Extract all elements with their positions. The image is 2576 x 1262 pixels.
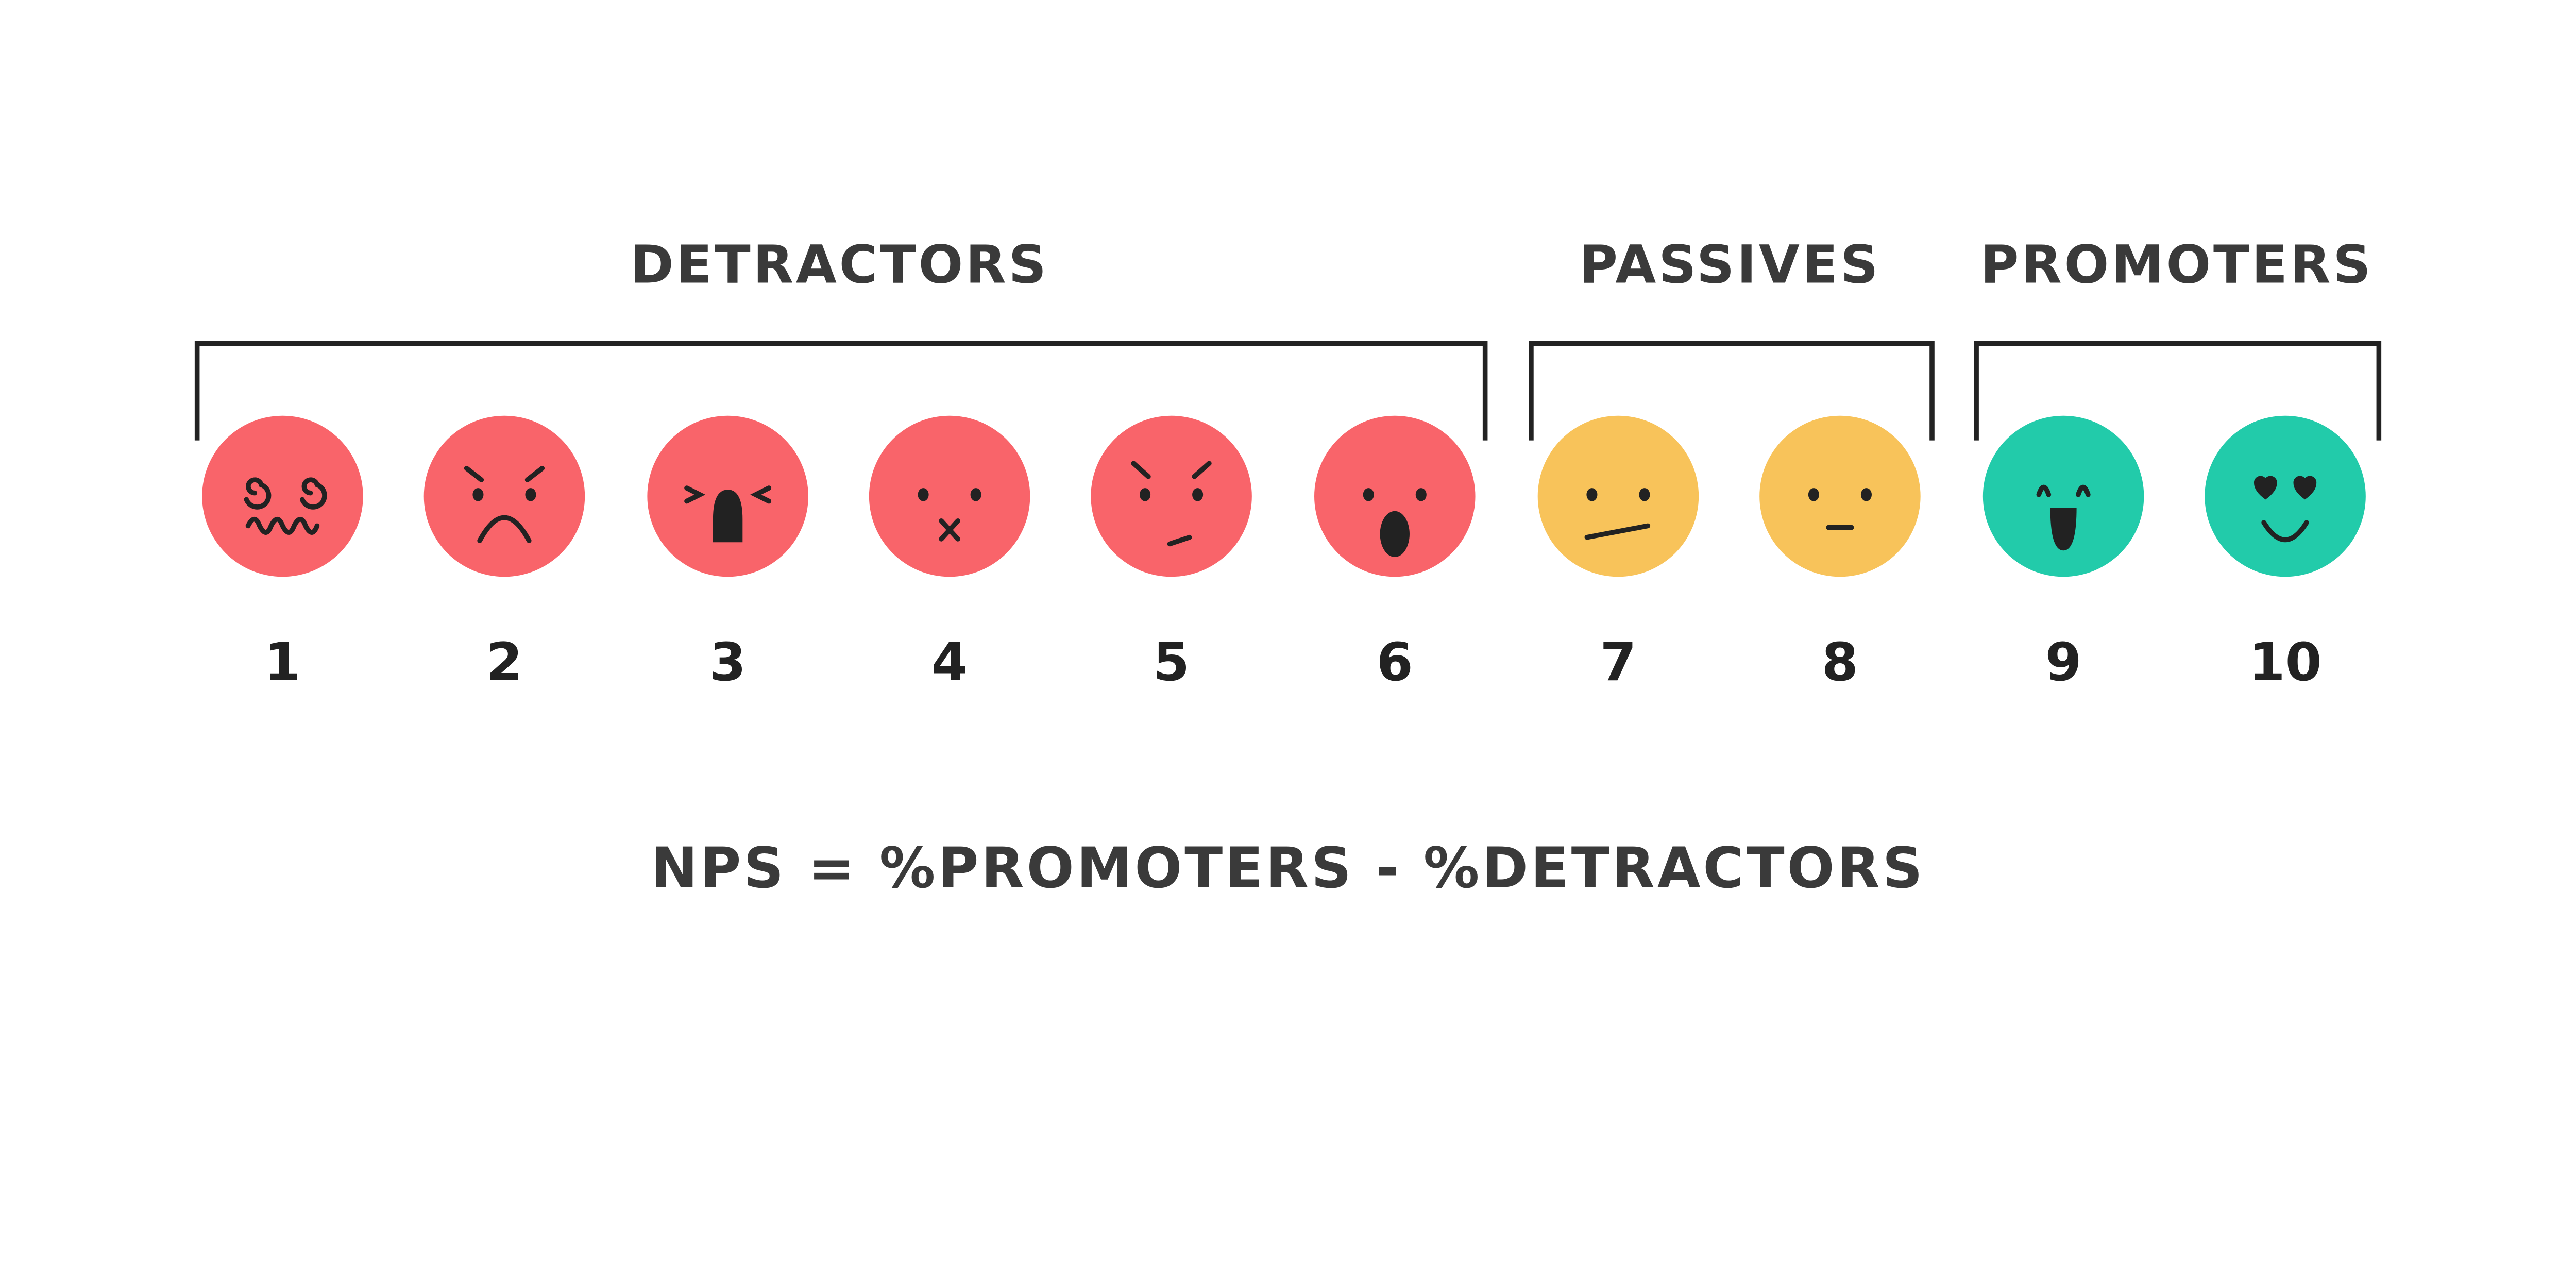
nps-diagram: DETRACTORS PASSIVES PROMOTERS xyxy=(194,234,2382,901)
score-5: 5 xyxy=(1153,632,1190,693)
heart-eyes-face-icon xyxy=(2205,415,2366,577)
score-10: 10 xyxy=(2249,632,2322,693)
mouth-x-face-icon xyxy=(869,415,1030,577)
group-label-promoters: PROMOTERS xyxy=(1980,234,2374,295)
score-2: 2 xyxy=(486,632,522,693)
score-6: 6 xyxy=(1377,632,1413,693)
bracket-passives xyxy=(1529,341,1935,441)
group-label-passives: PASSIVES xyxy=(1579,234,1880,295)
score-3: 3 xyxy=(709,632,746,693)
score-7: 7 xyxy=(1600,632,1636,693)
dizzy-face-icon xyxy=(202,415,363,577)
score-4: 4 xyxy=(931,632,968,693)
score-8: 8 xyxy=(1822,632,1858,693)
score-9: 9 xyxy=(2045,632,2082,693)
shocked-face-icon xyxy=(1314,415,1476,577)
bracket-promoters xyxy=(1974,341,2382,441)
skeptical-face-icon xyxy=(1537,415,1699,577)
group-label-detractors: DETRACTORS xyxy=(630,234,1049,295)
nps-formula: NPS = %PROMOTERS - %DETRACTORS xyxy=(651,835,1925,901)
happy-face-icon xyxy=(1982,415,2144,577)
screaming-face-icon xyxy=(647,415,808,577)
annoyed-face-icon xyxy=(1091,415,1252,577)
neutral-face-icon xyxy=(1759,415,1921,577)
score-1: 1 xyxy=(264,632,301,693)
angry-frown-face-icon xyxy=(423,415,585,577)
bracket-detractors xyxy=(194,341,1488,441)
